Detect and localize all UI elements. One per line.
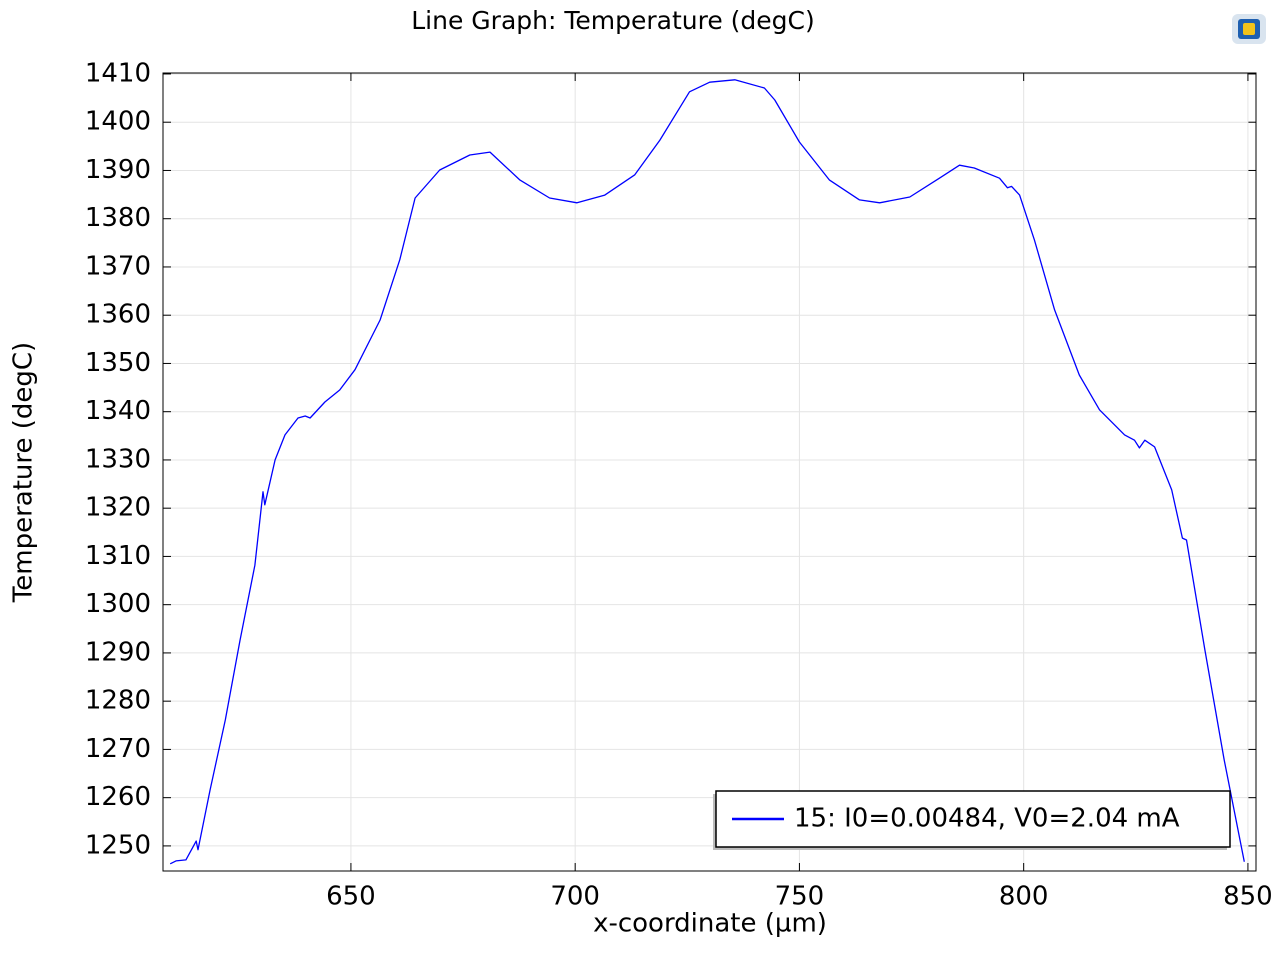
y-tick-label: 1340 [85,396,151,426]
y-tick-label: 1380 [85,203,151,233]
y-tick-label: 1370 [85,251,151,281]
y-tick-label: 1260 [85,782,151,812]
y-tick-label: 1360 [85,300,151,330]
y-tick-label: 1350 [85,348,151,378]
y-tick-label: 1300 [85,589,151,619]
plot-frame [162,72,1257,872]
y-tick-label: 1250 [85,830,151,860]
chart-title: Line Graph: Temperature (degC) [411,6,815,35]
y-tick-label: 1310 [85,541,151,571]
y-tick-label: 1390 [85,155,151,185]
app-icon [1232,14,1266,44]
y-tick-label: 1330 [85,444,151,474]
y-tick-label: 1270 [85,734,151,764]
x-tick-label: 750 [775,882,825,912]
legend-label: 15: I0=0.00484, V0=2.04 mA [794,804,1180,834]
x-tick-label: 650 [326,882,376,912]
legend: 15: I0=0.00484, V0=2.04 mA [713,790,1231,850]
x-axis-label: x-coordinate (µm) [593,909,827,939]
y-tick-label: 1400 [85,107,151,137]
x-tick-label: 850 [1223,882,1273,912]
y-tick-label: 1410 [85,58,151,88]
y-tick-label: 1290 [85,637,151,667]
x-tick-label: 700 [550,882,600,912]
y-axis-label: Temperature (degC) [9,342,39,603]
x-tick-label: 800 [999,882,1049,912]
y-tick-label: 1280 [85,686,151,716]
line-series [169,79,1245,865]
y-tick-label: 1320 [85,493,151,523]
legend-box [715,790,1231,848]
